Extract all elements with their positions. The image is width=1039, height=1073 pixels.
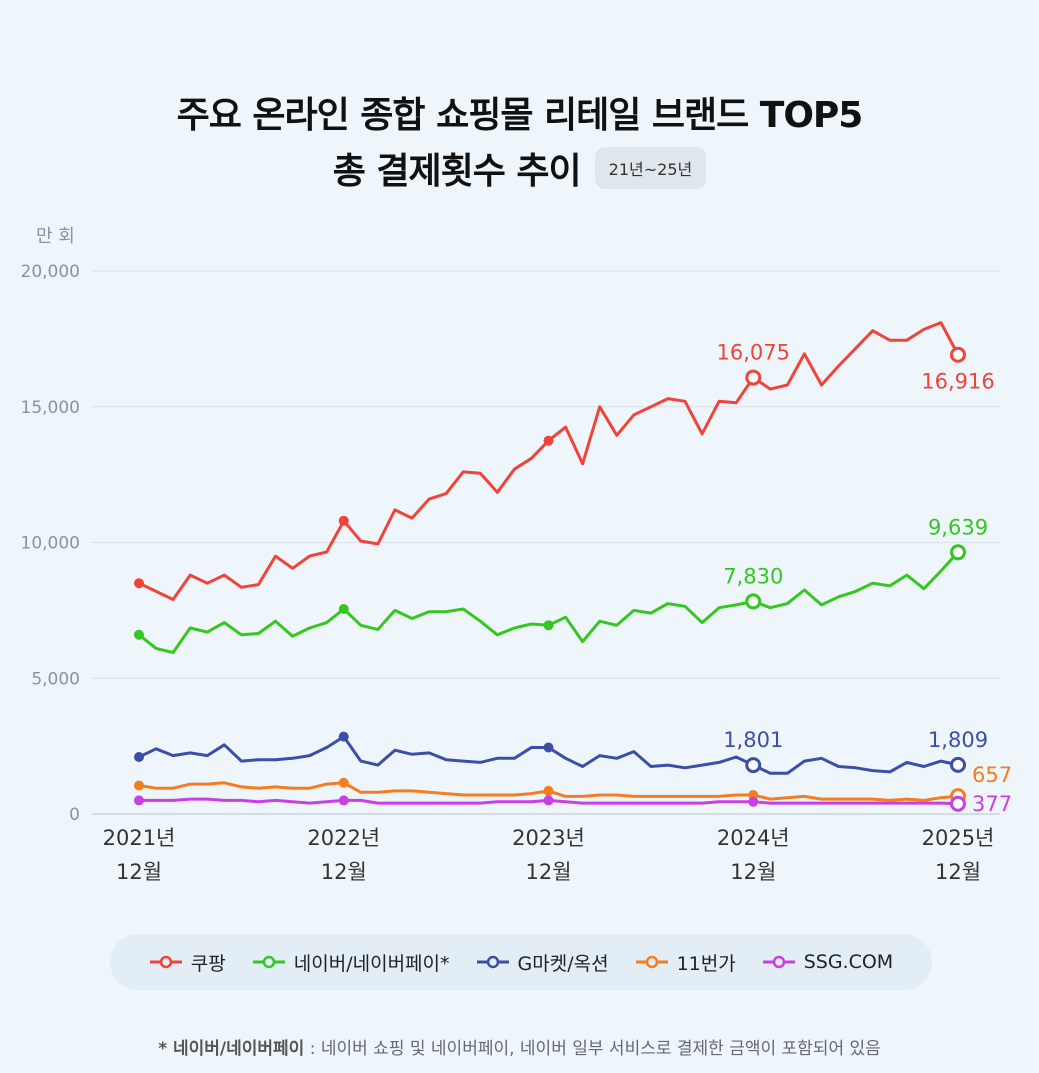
data-point <box>543 742 554 753</box>
legend-marker-icon <box>149 955 182 969</box>
data-point-highlight <box>950 544 966 561</box>
legend-marker-icon <box>252 955 285 969</box>
period-badge: 21년~25년 <box>594 147 707 189</box>
data-point <box>543 620 554 631</box>
data-point <box>338 604 349 615</box>
series-line-쿠팡 <box>137 321 960 601</box>
chart-title-line2: 총 결제횟수 추이 <box>332 151 582 192</box>
footnote: * 네이버/네이버페이 : 네이버 쇼핑 및 네이버페이, 네이버 일부 서비스… <box>0 1034 1039 1059</box>
data-label: 1,809 <box>928 728 988 752</box>
x-tick-label: 2021년 <box>103 826 176 850</box>
data-label: 7,830 <box>723 564 783 588</box>
data-point <box>134 751 144 762</box>
data-point <box>134 578 144 589</box>
data-point <box>338 777 349 788</box>
data-point-highlight <box>950 795 966 812</box>
legend-marker-icon <box>476 955 509 969</box>
data-point <box>134 780 144 791</box>
x-tick-label: 12월 <box>525 860 571 884</box>
legend-item: SSG.COM <box>762 951 894 973</box>
y-tick-label: 20,000 <box>21 262 80 282</box>
legend-item: 네이버/네이버페이* <box>252 949 450 976</box>
legend-label: G마켓/옥션 <box>517 952 609 975</box>
x-tick-label: 12월 <box>116 860 162 884</box>
data-point <box>338 731 349 742</box>
legend-item: 11번가 <box>635 949 736 976</box>
y-unit-label: 만 회 <box>36 226 75 247</box>
legend-marker-icon <box>635 955 668 969</box>
legend-item: 쿠팡 <box>149 949 226 976</box>
x-tick-label: 12월 <box>935 860 981 884</box>
y-tick-label: 10,000 <box>21 534 80 554</box>
chart-title-line1: 주요 온라인 종합 쇼핑몰 리테일 브랜드 TOP5 <box>176 95 864 136</box>
data-point <box>748 796 759 807</box>
legend-label: 쿠팡 <box>190 952 226 975</box>
legend-item: G마켓/옥션 <box>476 949 609 976</box>
footnote-text: : 네이버 쇼핑 및 네이버페이, 네이버 일부 서비스로 결제한 금액이 포함… <box>304 1039 881 1059</box>
series-line-G마켓/옥션 <box>137 735 960 775</box>
x-tick-label: 12월 <box>321 860 367 884</box>
data-point-highlight <box>745 369 762 386</box>
data-label: 9,639 <box>928 515 988 539</box>
data-point-highlight <box>745 593 762 610</box>
data-label: 16,075 <box>717 341 790 365</box>
legend-marker-icon <box>762 955 795 969</box>
x-tick-label: 2025년 <box>922 826 995 850</box>
data-point <box>543 785 554 796</box>
data-point-highlight <box>745 757 762 774</box>
y-tick-label: 0 <box>69 805 80 825</box>
y-tick-label: 5,000 <box>31 669 80 689</box>
data-point <box>338 515 349 526</box>
y-tick-label: 15,000 <box>21 398 80 418</box>
series-line-네이버/네이버페이* <box>137 550 960 654</box>
x-tick-label: 2022년 <box>307 826 380 850</box>
data-point <box>543 795 554 806</box>
data-label: 16,916 <box>921 370 994 394</box>
data-point <box>543 435 554 446</box>
data-point-highlight <box>950 756 966 773</box>
data-label: 377 <box>972 792 1012 816</box>
data-point-highlight <box>950 346 966 363</box>
title-line2-row: 총 결제횟수 추이 21년~25년 <box>0 142 1039 194</box>
legend-label: SSG.COM <box>803 951 894 973</box>
footnote-bold: * 네이버/네이버페이 <box>158 1039 305 1059</box>
x-tick-label: 2024년 <box>717 826 790 850</box>
legend-label: 11번가 <box>676 952 736 975</box>
chart-legend: 쿠팡 네이버/네이버페이* G마켓/옥션 11번가 SSG.COM <box>110 934 932 990</box>
legend-label: 네이버/네이버페이* <box>293 952 450 975</box>
x-tick-label: 2023년 <box>512 826 585 850</box>
data-point <box>338 795 349 806</box>
x-tick-label: 12월 <box>730 860 776 884</box>
data-label: 657 <box>972 763 1012 787</box>
data-point <box>134 795 144 806</box>
data-label: 1,801 <box>723 728 783 752</box>
data-point <box>134 629 144 640</box>
